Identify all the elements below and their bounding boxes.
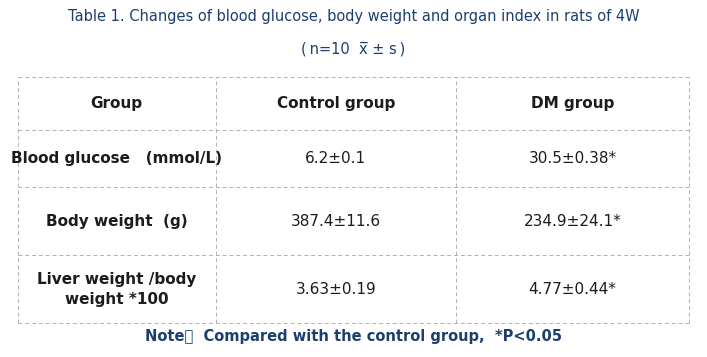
Text: 3.63±0.19: 3.63±0.19 [296,282,376,297]
Text: 387.4±11.6: 387.4±11.6 [291,214,381,229]
Text: Note：  Compared with the control group,  *P<0.05: Note： Compared with the control group, *… [145,329,562,344]
Text: Table 1. Changes of blood glucose, body weight and organ index in rats of 4W: Table 1. Changes of blood glucose, body … [68,9,639,24]
Text: ( n=10  x̅ ± s ): ( n=10 x̅ ± s ) [301,41,406,56]
Text: 4.77±0.44*: 4.77±0.44* [529,282,617,297]
Text: Group: Group [90,96,143,111]
Text: DM group: DM group [531,96,614,111]
Text: Body weight  (g): Body weight (g) [46,214,187,229]
Text: 6.2±0.1: 6.2±0.1 [305,151,366,166]
Text: Liver weight /body
weight *100: Liver weight /body weight *100 [37,272,197,307]
Text: 30.5±0.38*: 30.5±0.38* [529,151,617,166]
Text: Blood glucose   (mmol/L): Blood glucose (mmol/L) [11,151,222,166]
Text: 234.9±24.1*: 234.9±24.1* [524,214,621,229]
Text: Control group: Control group [276,96,395,111]
